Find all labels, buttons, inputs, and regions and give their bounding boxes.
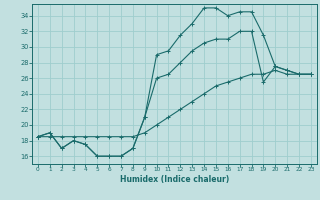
X-axis label: Humidex (Indice chaleur): Humidex (Indice chaleur) [120, 175, 229, 184]
